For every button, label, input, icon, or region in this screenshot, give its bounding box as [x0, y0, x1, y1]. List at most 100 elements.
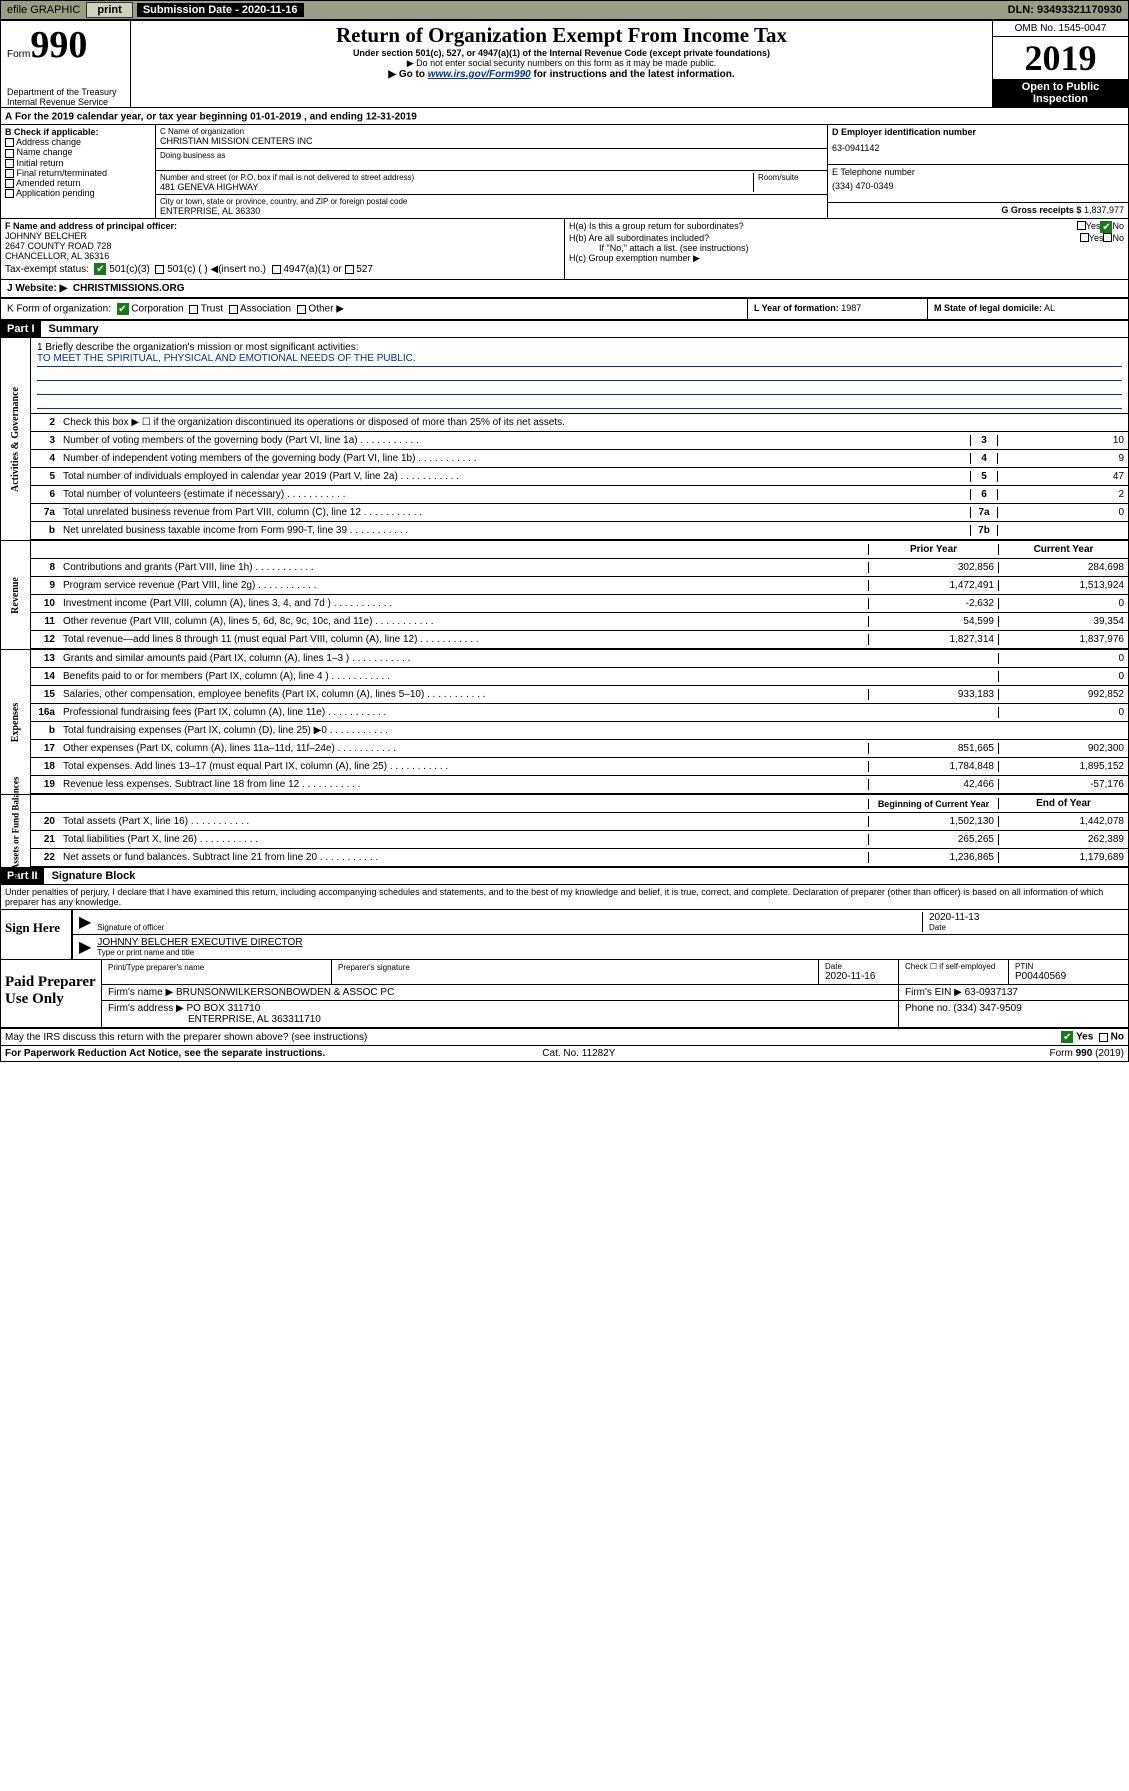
sign-here: Sign Here: [1, 910, 71, 959]
chk-assoc[interactable]: [229, 305, 238, 314]
print-button[interactable]: print: [86, 2, 132, 18]
discuss-no[interactable]: [1099, 1033, 1108, 1042]
prep-date: 2020-11-16: [825, 971, 892, 982]
box-b-label: B Check if applicable:: [5, 127, 151, 137]
sig-date: 2020-11-13: [929, 912, 1122, 923]
col-header-row: Prior Year Current Year: [31, 541, 1128, 559]
mission-label: 1 Briefly describe the organization's mi…: [37, 342, 1122, 353]
chk-527[interactable]: [345, 265, 354, 274]
box-c: C Name of organizationCHRISTIAN MISSION …: [156, 125, 828, 218]
mission-block: 1 Briefly describe the organization's mi…: [31, 338, 1128, 414]
part1-tag: Part I: [1, 321, 41, 337]
data-line: 18Total expenses. Add lines 13–17 (must …: [31, 758, 1128, 776]
data-line: 12Total revenue—add lines 8 through 11 (…: [31, 631, 1128, 649]
discuss-yes[interactable]: ✔: [1061, 1031, 1073, 1043]
mission-text: TO MEET THE SPIRITUAL, PHYSICAL AND EMOT…: [37, 353, 1122, 367]
paid-label: Paid Preparer Use Only: [1, 960, 101, 1027]
chk-other[interactable]: [297, 305, 306, 314]
gross-label: G Gross receipts $: [1001, 205, 1081, 215]
firm-name: BRUNSONWILKERSONBOWDEN & ASSOC PC: [176, 987, 394, 998]
org-name: CHRISTIAN MISSION CENTERS INC: [160, 136, 823, 146]
chk-name[interactable]: Name change: [5, 147, 151, 157]
data-line: 9Program service revenue (Part VIII, lin…: [31, 577, 1128, 595]
city: ENTERPRISE, AL 36330: [160, 206, 823, 216]
data-line: 16aProfessional fundraising fees (Part I…: [31, 704, 1128, 722]
col-begin: Beginning of Current Year: [868, 799, 998, 809]
chk-trust[interactable]: [189, 305, 198, 314]
gov-line: 3Number of voting members of the governi…: [31, 432, 1128, 450]
ssn-note: ▶ Do not enter social security numbers o…: [135, 58, 988, 69]
efile-label: efile GRAPHIC: [3, 4, 84, 16]
chk-501c[interactable]: [155, 265, 164, 274]
data-line: bTotal fundraising expenses (Part IX, co…: [31, 722, 1128, 740]
sidebar-net: Net Assets or Fund Balances: [1, 795, 31, 867]
header-title-box: Return of Organization Exempt From Incom…: [131, 21, 993, 107]
city-label: City or town, state or province, country…: [160, 197, 823, 206]
data-line: 17Other expenses (Part IX, column (A), l…: [31, 740, 1128, 758]
firm-phone: (334) 347-9509: [953, 1003, 1021, 1014]
paid-preparer-block: Paid Preparer Use Only Print/Type prepar…: [1, 959, 1128, 1029]
form-number: 990: [30, 24, 87, 66]
instructions-link: ▶ Go to www.irs.gov/Form990 for instruct…: [135, 69, 988, 80]
chk-address[interactable]: Address change: [5, 137, 151, 147]
box-defg: D Employer identification number63-09411…: [828, 125, 1128, 218]
street-label: Number and street (or P.O. box if mail i…: [160, 173, 753, 182]
open-public: Open to Public Inspection: [993, 79, 1128, 107]
form-ref: Form 990 (2019): [1050, 1048, 1124, 1059]
gross-receipts: 1,837,977: [1084, 205, 1124, 215]
data-line: 21Total liabilities (Part X, line 26)265…: [31, 831, 1128, 849]
col-end: End of Year: [998, 798, 1128, 809]
irs-link[interactable]: www.irs.gov/Form990: [428, 69, 531, 80]
omb-number: OMB No. 1545-0047: [993, 21, 1128, 37]
data-line: 14Benefits paid to or for members (Part …: [31, 668, 1128, 686]
part2-title: Signature Block: [44, 868, 144, 884]
website-url[interactable]: CHRISTMISSIONS.ORG: [73, 283, 185, 294]
phone: (334) 470-0349: [832, 181, 1124, 191]
chk-final[interactable]: Final return/terminated: [5, 168, 151, 178]
chk-501c3[interactable]: ✔: [94, 263, 106, 275]
ha-no[interactable]: ✔: [1100, 221, 1112, 233]
officer-name: JOHNNY BELCHER: [5, 231, 560, 241]
website-label: J Website: ▶: [7, 283, 67, 294]
org-name-label: C Name of organization: [160, 127, 823, 136]
form-990: Form990 Department of the TreasuryIntern…: [0, 20, 1129, 1062]
officer-label: F Name and address of principal officer:: [5, 221, 560, 231]
firm-ein: 63-0937137: [965, 987, 1018, 998]
ptin: P00440569: [1015, 971, 1122, 982]
self-employed-chk[interactable]: Check ☐ if self-employed: [898, 960, 1008, 984]
form-word: Form: [7, 49, 30, 60]
data-line: 11Other revenue (Part VIII, column (A), …: [31, 613, 1128, 631]
data-line: 15Salaries, other compensation, employee…: [31, 686, 1128, 704]
hc-label: H(c) Group exemption number ▶: [569, 253, 1124, 264]
gov-line: bNet unrelated business taxable income f…: [31, 522, 1128, 540]
data-line: 22Net assets or fund balances. Subtract …: [31, 849, 1128, 867]
box-l: L Year of formation: 1987: [748, 299, 928, 319]
net-header-row: Beginning of Current Year End of Year: [31, 795, 1128, 813]
col-current: Current Year: [998, 544, 1128, 555]
sign-here-block: Sign Here ▶ Signature of officer2020-11-…: [1, 910, 1128, 959]
data-line: 19Revenue less expenses. Subtract line 1…: [31, 776, 1128, 794]
hb-no[interactable]: [1103, 233, 1112, 242]
subtitle: Under section 501(c), 527, or 4947(a)(1)…: [135, 48, 988, 58]
officer-printed: JOHNNY BELCHER EXECUTIVE DIRECTOR: [97, 937, 302, 948]
gov-line: 6Total number of volunteers (estimate if…: [31, 486, 1128, 504]
tax-exempt-label: Tax-exempt status:: [5, 264, 89, 275]
year-formed: 1987: [841, 303, 861, 313]
cat-no: Cat. No. 11282Y: [542, 1048, 615, 1059]
chk-initial[interactable]: Initial return: [5, 158, 151, 168]
hb-yes[interactable]: [1080, 233, 1089, 242]
gov-line: 2Check this box ▶ ☐ if the organization …: [31, 414, 1128, 432]
box-m: M State of legal domicile: AL: [928, 299, 1128, 319]
ha-yes[interactable]: [1077, 221, 1086, 230]
hb-note: If "No," attach a list. (see instruction…: [569, 243, 1124, 253]
chk-pending[interactable]: Application pending: [5, 188, 151, 198]
firm-addr: PO BOX 311710: [187, 1003, 261, 1014]
chk-4947[interactable]: [272, 265, 281, 274]
chk-amended[interactable]: Amended return: [5, 178, 151, 188]
chk-corp[interactable]: ✔: [117, 303, 129, 315]
box-h: H(a) Is this a group return for subordin…: [565, 219, 1128, 279]
tax-year: 2019: [993, 37, 1128, 79]
ein-label: D Employer identification number: [832, 127, 1124, 137]
return-title: Return of Organization Exempt From Incom…: [135, 23, 988, 48]
box-b: B Check if applicable: Address change Na…: [1, 125, 156, 218]
